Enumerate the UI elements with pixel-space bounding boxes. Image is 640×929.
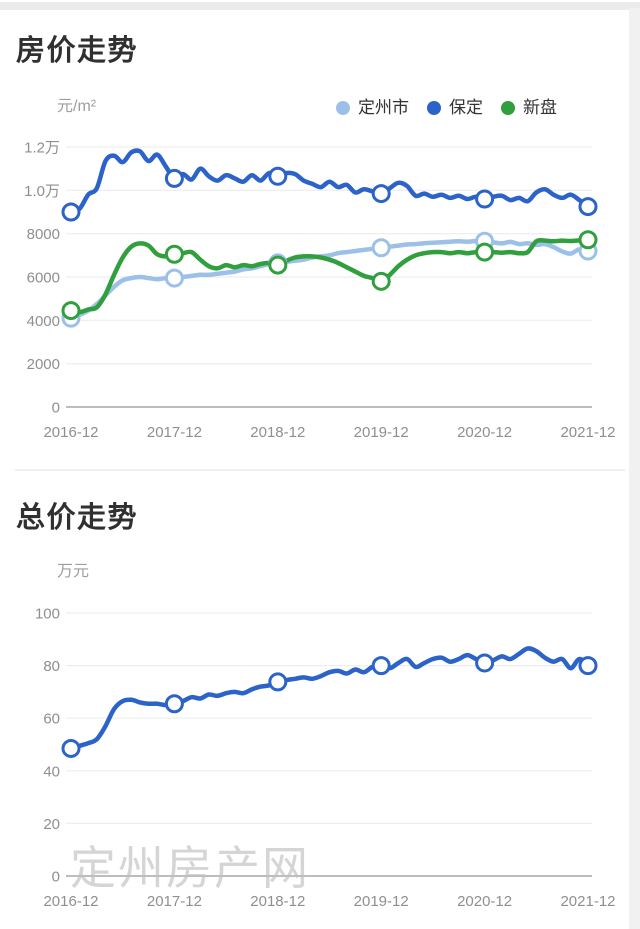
legend-item-xinpan[interactable]: 新盘 (501, 99, 557, 116)
series-line-baoding (68, 148, 591, 215)
data-point-marker-dingzhou (164, 268, 184, 288)
y-axis-label: 60 (43, 711, 60, 728)
series-line-baoding-total (68, 646, 591, 751)
total-axis-unit: 万元 (57, 563, 90, 580)
data-point-marker-baoding (475, 189, 495, 209)
dingzhou-dot-icon (336, 100, 350, 115)
legend-label-dingzhou: 定州市 (358, 98, 409, 117)
x-axis-label: 2018-12 (250, 424, 305, 441)
price-axis-unit: 元/m² (57, 98, 97, 115)
x-axis-label: 2016-12 (43, 893, 98, 910)
y-axis-label: 8000 (27, 226, 60, 243)
site-watermark: 定州房产网 (70, 843, 310, 894)
y-axis-label: 1.0万 (24, 183, 60, 200)
data-point-marker-dingzhou (268, 253, 288, 273)
page-right-edge (629, 8, 640, 929)
data-point-marker-xinpan (371, 271, 391, 291)
data-point-marker-xinpan (578, 230, 598, 250)
y-axis-label: 0 (52, 869, 60, 886)
y-axis-label: 2000 (27, 356, 60, 373)
series-line-xinpan (68, 237, 591, 315)
y-axis-label: 4000 (27, 313, 60, 330)
x-axis-label: 2020-12 (457, 424, 512, 441)
data-point-marker-baoding-total (475, 653, 495, 673)
data-point-marker-baoding (61, 202, 81, 222)
data-point-marker-baoding-total (371, 656, 391, 676)
x-axis-label: 2021-12 (560, 424, 615, 441)
y-axis-label: 6000 (27, 270, 60, 287)
chart-legend: 定州市 保定 新盘 (336, 99, 557, 116)
section-divider (15, 469, 625, 471)
data-point-marker-baoding (371, 184, 391, 204)
x-axis-label: 2020-12 (457, 893, 512, 910)
data-point-marker-baoding-total (268, 672, 288, 692)
data-point-marker-dingzhou (371, 238, 391, 258)
data-point-marker-baoding (578, 197, 598, 217)
price-trend-title: 房价走势 (16, 35, 139, 67)
y-axis-label: 1.2万 (24, 140, 60, 157)
data-point-marker-xinpan (61, 301, 81, 321)
x-axis-label: 2021-12 (560, 893, 615, 910)
x-axis-label: 2019-12 (354, 424, 409, 441)
data-point-marker-xinpan (164, 244, 184, 264)
data-point-marker-baoding-total (164, 694, 184, 714)
legend-label-baoding: 保定 (449, 98, 483, 117)
baoding-dot-icon (427, 100, 441, 115)
total-trend-title: 总价走势 (16, 502, 139, 534)
data-point-marker-dingzhou (578, 241, 598, 261)
x-axis-label: 2017-12 (147, 893, 202, 910)
series-line-dingzhou (68, 238, 591, 321)
xinpan-dot-icon (501, 100, 515, 115)
page-top-strip (0, 2, 640, 10)
legend-item-dingzhou[interactable]: 定州市 (336, 99, 409, 116)
data-point-marker-dingzhou (475, 231, 495, 251)
x-axis-label: 2019-12 (354, 893, 409, 910)
data-point-marker-baoding (268, 166, 288, 186)
y-axis-label: 0 (52, 400, 60, 417)
x-axis-label: 2016-12 (43, 424, 98, 441)
y-axis-label: 20 (43, 816, 60, 833)
data-point-marker-dingzhou (61, 308, 81, 328)
data-point-marker-xinpan (268, 255, 288, 275)
data-point-marker-xinpan (475, 242, 495, 262)
y-axis-label: 40 (43, 763, 60, 780)
legend-item-baoding[interactable]: 保定 (427, 99, 483, 116)
x-axis-label: 2018-12 (250, 893, 305, 910)
x-axis-label: 2017-12 (147, 424, 202, 441)
data-point-marker-baoding (164, 168, 184, 188)
y-axis-label: 100 (35, 606, 60, 623)
data-point-marker-baoding-total (61, 738, 81, 758)
legend-label-xinpan: 新盘 (523, 98, 557, 117)
data-point-marker-baoding-total (578, 656, 598, 676)
y-axis-label: 80 (43, 658, 60, 675)
